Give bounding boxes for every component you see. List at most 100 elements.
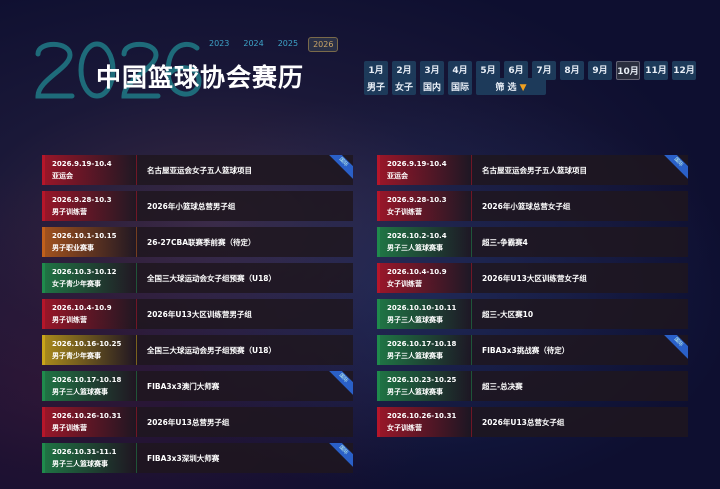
year-2025[interactable]: 2025 (277, 39, 299, 48)
event-date-block: 2026.10.17-10.18 男子三人篮球赛事 (377, 335, 471, 365)
event-name: 全国三大球运动会男子组预赛（U18） (147, 345, 277, 355)
divider (136, 299, 137, 329)
international-ribbon: 国际 (325, 371, 353, 396)
event-name: 超三-总决赛 (482, 381, 523, 391)
left-event-list: 2026.9.19-10.4 亚运会 名古屋亚运会女子五人篮球项目国际 2026.9.… (42, 155, 353, 479)
event-row[interactable]: 2026.10.16-10.25 男子青少年赛事 全国三大球运动会男子组预赛（U18… (42, 335, 353, 365)
event-row[interactable]: 2026.10.4-10.9 男子训练营 2026年U13大区训练营男子组 (42, 299, 353, 329)
event-date-block: 2026.9.19-10.4 亚运会 (42, 155, 136, 185)
event-row[interactable]: 2026.9.28-10.3 男子训练营 2026年小篮球总营男子组 (42, 191, 353, 221)
event-type: 男子三人篮球赛事 (387, 352, 443, 360)
event-date: 2026.10.26-10.31 (387, 412, 457, 420)
event-row[interactable]: 2026.9.28-10.3 女子训练营 2026年小篮球总营女子组 (377, 191, 688, 221)
divider (471, 263, 472, 293)
event-name: 全国三大球运动会女子组预赛（U18） (147, 273, 277, 283)
filter-bar: 男子 女子 国内 国际 筛 选 ▼ (364, 78, 546, 95)
event-name: 2026年小篮球总营男子组 (147, 201, 236, 211)
event-date: 2026.9.19-10.4 (387, 160, 447, 168)
divider (136, 263, 137, 293)
month-button[interactable]: 10月 (616, 61, 640, 80)
filter-female[interactable]: 女子 (392, 78, 416, 95)
event-name: FIBA3x3挑战赛（待定） (482, 345, 570, 355)
event-date: 2026.10.16-10.25 (52, 340, 122, 348)
event-row[interactable]: 2026.10.23-10.25 男子三人篮球赛事 超三-总决赛 (377, 371, 688, 401)
event-type: 男子三人篮球赛事 (387, 388, 443, 396)
event-name: 超三-大区赛10 (482, 309, 534, 319)
event-type: 亚运会 (52, 172, 73, 180)
divider (136, 227, 137, 257)
triangle-down-icon: ▼ (519, 83, 527, 93)
international-ribbon: 国际 (325, 443, 353, 468)
event-date-block: 2026.10.16-10.25 男子青少年赛事 (42, 335, 136, 365)
divider (136, 371, 137, 401)
year-2026[interactable]: 2026 (308, 37, 339, 52)
event-date: 2026.10.4-10.9 (52, 304, 112, 312)
month-button[interactable]: 7月 (532, 61, 556, 80)
divider (136, 335, 137, 365)
year-selector: 2023 2024 2025 2026 (205, 37, 339, 52)
month-button[interactable]: 4月 (448, 61, 472, 80)
event-row[interactable]: 2026.10.31-11.1 男子三人篮球赛事 FIBA3x3深圳大师赛 国际 (42, 443, 353, 473)
divider (471, 371, 472, 401)
event-name: 26-27CBA联赛季前赛（待定） (147, 237, 256, 247)
event-row[interactable]: 2026.10.3-10.12 女子青少年赛事 全国三大球运动会女子组预赛（U18） (42, 263, 353, 293)
event-type: 男子训练营 (52, 424, 87, 432)
event-row[interactable]: 2026.10.26-10.31 男子训练营 2026年U13总营男子组 (42, 407, 353, 437)
divider (471, 191, 472, 221)
event-type: 男子训练营 (52, 208, 87, 216)
month-button[interactable]: 5月 (476, 61, 500, 80)
event-name: FIBA3x3澳门大师赛 (147, 381, 220, 391)
event-row[interactable]: 2026.10.10-10.11 男子三人篮球赛事 超三-大区赛10 (377, 299, 688, 329)
filter-international[interactable]: 国际 (448, 78, 472, 95)
event-type: 亚运会 (387, 172, 408, 180)
year-2024[interactable]: 2024 (243, 39, 264, 48)
event-date-block: 2026.10.31-11.1 男子三人篮球赛事 (42, 443, 136, 473)
event-type: 男子三人篮球赛事 (387, 244, 443, 252)
event-type: 男子三人篮球赛事 (52, 388, 108, 396)
year-2023[interactable]: 2023 (209, 39, 230, 48)
month-button[interactable]: 1月 (364, 61, 388, 80)
month-button[interactable]: 9月 (588, 61, 612, 80)
page-title: 中国篮球协会赛历 (96, 63, 305, 92)
event-row[interactable]: 2026.10.26-10.31 女子训练营 2026年U13总营女子组 (377, 407, 688, 437)
event-date-block: 2026.10.17-10.18 男子三人篮球赛事 (42, 371, 136, 401)
event-row[interactable]: 2026.10.2-10.4 男子三人篮球赛事 超三-争霸赛4 (377, 227, 688, 257)
month-button[interactable]: 12月 (672, 61, 696, 80)
divider (471, 227, 472, 257)
divider (471, 335, 472, 365)
event-date: 2026.9.28-10.3 (387, 196, 447, 204)
event-date-block: 2026.10.3-10.12 女子青少年赛事 (42, 263, 136, 293)
event-date: 2026.10.4-10.9 (387, 268, 447, 276)
event-type: 男子训练营 (52, 316, 87, 324)
year-watermark (35, 41, 202, 99)
event-date: 2026.10.26-10.31 (52, 412, 122, 420)
filter-domestic[interactable]: 国内 (420, 78, 444, 95)
month-button[interactable]: 3月 (420, 61, 444, 80)
event-name: 2026年U13总营女子组 (482, 417, 565, 427)
event-date: 2026.10.10-10.11 (387, 304, 457, 312)
month-button[interactable]: 11月 (644, 61, 668, 80)
event-date: 2026.9.19-10.4 (52, 160, 112, 168)
event-name: 2026年U13大区训练营女子组 (482, 273, 587, 283)
filter-dropdown-button[interactable]: 筛 选 ▼ (476, 78, 546, 95)
event-row[interactable]: 2026.10.17-10.18 男子三人篮球赛事 FIBA3x3挑战赛（待定） 国际 (377, 335, 688, 365)
event-row[interactable]: 2026.10.1-10.15 男子职业赛事 26-27CBA联赛季前赛（待定） (42, 227, 353, 257)
event-row[interactable]: 2026.9.19-10.4 亚运会 名古屋亚运会女子五人篮球项目 国际 (42, 155, 353, 185)
filter-male[interactable]: 男子 (364, 78, 388, 95)
divider (136, 191, 137, 221)
event-type: 男子青少年赛事 (52, 352, 101, 360)
event-type: 男子职业赛事 (52, 244, 94, 252)
event-row[interactable]: 2026.9.19-10.4 亚运会 名古屋亚运会男子五人篮球项目 国际 (377, 155, 688, 185)
month-button[interactable]: 6月 (504, 61, 528, 80)
event-row[interactable]: 2026.10.17-10.18 男子三人篮球赛事 FIBA3x3澳门大师赛 国际 (42, 371, 353, 401)
event-date-block: 2026.10.4-10.9 女子训练营 (377, 263, 471, 293)
watermark-digit (165, 42, 202, 97)
filter-label: 筛 选 (495, 83, 517, 93)
month-button[interactable]: 2月 (392, 61, 416, 80)
event-row[interactable]: 2026.10.4-10.9 女子训练营 2026年U13大区训练营女子组 (377, 263, 688, 293)
event-name: 名古屋亚运会女子五人篮球项目 (147, 165, 252, 175)
divider (471, 407, 472, 437)
event-date: 2026.10.23-10.25 (387, 376, 457, 384)
divider (471, 155, 472, 185)
month-button[interactable]: 8月 (560, 61, 584, 80)
